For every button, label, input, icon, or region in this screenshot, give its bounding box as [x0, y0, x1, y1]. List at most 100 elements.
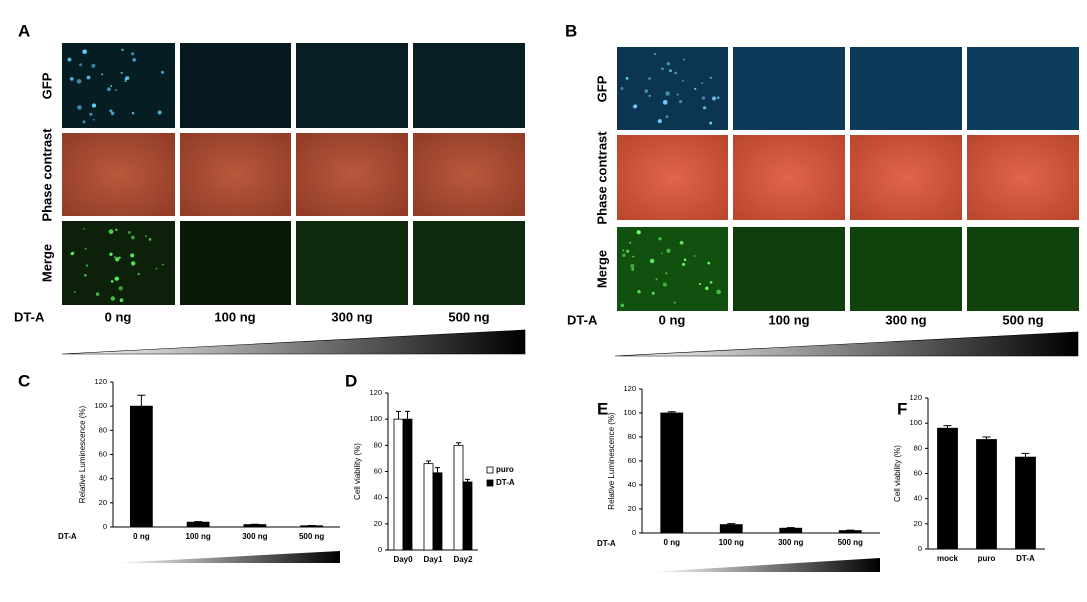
dose-label: 100 ng [214, 309, 255, 324]
cell-spot [693, 255, 696, 257]
x-axis-label: DT-A [58, 532, 77, 541]
x-tick-label: 300 ng [242, 532, 267, 541]
cell-spot [665, 115, 669, 119]
cell-spot [648, 94, 651, 97]
dose-wedge [61, 329, 526, 355]
y-tick-label: 100 [94, 401, 107, 410]
cell-spot [86, 75, 91, 80]
cell-spot [82, 120, 86, 124]
cell-spot [705, 286, 709, 291]
cell-spot [110, 111, 115, 116]
cell-spot [84, 247, 87, 250]
cell-spot [622, 253, 626, 258]
x-tick-label: 0 ng [664, 538, 681, 547]
legend-swatch [486, 479, 494, 487]
x-tick-label: Day1 [423, 555, 443, 564]
y-tick-label: 100 [369, 414, 382, 423]
cell-spot [676, 93, 679, 96]
y-tick-label: 120 [94, 377, 107, 386]
cell-spot [108, 229, 114, 235]
cell-spot [709, 121, 713, 125]
cell-spot [95, 292, 100, 296]
error-bar [456, 442, 461, 446]
image [413, 43, 525, 128]
cell-spot [633, 104, 638, 109]
cell-spot [89, 112, 93, 116]
error-bar [396, 410, 401, 420]
image [617, 135, 728, 220]
cell-spot [666, 248, 671, 253]
cell-spot [679, 99, 683, 104]
panel-label: F [897, 399, 907, 418]
x-tick-label: puro [978, 554, 996, 563]
cell-spot [79, 63, 83, 67]
cell-spot [101, 73, 104, 76]
y-tick-label: 120 [623, 384, 636, 393]
y-tick-label: 100 [623, 408, 636, 417]
error-bar [786, 527, 795, 529]
image [413, 133, 525, 216]
error-bar [137, 394, 146, 407]
cell-spot [91, 103, 97, 108]
cell-spot [127, 231, 131, 234]
cell-spot [701, 81, 704, 84]
y-tick-label: 20 [99, 498, 107, 507]
y-tick-label: 80 [99, 425, 107, 434]
cell-spot [709, 76, 713, 80]
cell-spot [67, 57, 72, 62]
cell-spot [657, 119, 662, 124]
image [296, 133, 408, 216]
cell-spot [648, 77, 651, 80]
image [62, 133, 175, 216]
bar [243, 524, 267, 528]
cell-spot [636, 230, 641, 235]
image [180, 221, 291, 305]
y-tick-label: 80 [628, 432, 636, 441]
error-bar [194, 521, 203, 523]
cell-spot [113, 256, 116, 258]
row-label: GFP [39, 72, 54, 99]
image [296, 221, 408, 305]
panel-label: E [597, 399, 608, 418]
micrographs [61, 43, 1079, 572]
cell-spot [132, 58, 136, 62]
dose-wedge [614, 331, 1079, 357]
y-tick-label: 100 [909, 418, 922, 427]
cell-spot [662, 282, 667, 287]
cell-spot [674, 71, 678, 75]
panel-label: A [18, 21, 30, 40]
image [733, 135, 845, 220]
bar [402, 418, 413, 551]
x-tick-label: DT-A [1016, 554, 1035, 563]
bar [453, 444, 464, 551]
cell-spot [649, 258, 655, 264]
y-tick-label: 60 [914, 468, 922, 477]
cell-spot [681, 262, 686, 266]
cell-spot [707, 261, 711, 265]
cell-spot [107, 87, 111, 92]
image [967, 135, 1079, 220]
dose-label: 0 ng [659, 312, 686, 327]
cell-spot [109, 252, 113, 256]
x-tick-label: Day2 [453, 555, 473, 564]
bar [976, 439, 997, 550]
panel-label: C [18, 371, 30, 390]
y-axis-label: Cell viability (%) [893, 445, 902, 502]
bar [129, 405, 153, 528]
y-tick-label: 120 [369, 388, 382, 397]
bar [937, 427, 958, 550]
error-bar [405, 410, 410, 420]
cell-spot [630, 263, 635, 269]
y-tick-label: 40 [628, 480, 636, 489]
cell-spot [121, 48, 124, 52]
dose-label: 300 ng [885, 312, 926, 327]
x-tick-label: 500 ng [838, 538, 863, 547]
bar [838, 530, 862, 534]
y-tick-label: 40 [374, 493, 382, 502]
row-label: GFP [594, 75, 609, 102]
cell-spot [694, 87, 697, 91]
x-tick-label: 500 ng [299, 532, 324, 541]
image [733, 47, 845, 130]
image [617, 227, 728, 311]
x-tick-label: 0 ng [133, 532, 150, 541]
